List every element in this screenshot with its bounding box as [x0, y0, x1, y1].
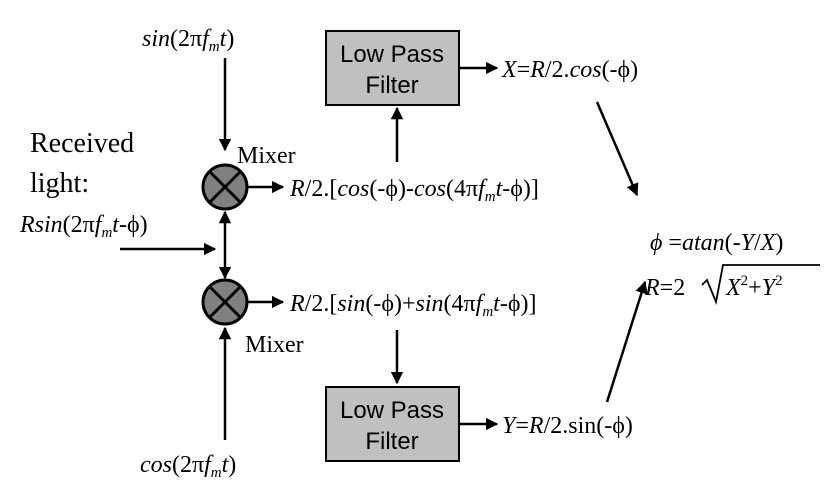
top-mixer-output-expression: R/2.[cos(-ϕ)-cos(4πfmt-ϕ)] [289, 176, 539, 205]
phi-result-expression: ϕ =atan(-Y/X) [650, 230, 783, 256]
square-root-sign [701, 264, 820, 306]
cos-reference-label: cos(2πfmt) [140, 452, 236, 481]
received-light-label-line1: Received [30, 128, 134, 159]
r-result-expression: R=2 X2+Y2 [644, 264, 820, 306]
bottom-low-pass-filter-box [325, 386, 460, 462]
svg-text:R=2: R=2 [644, 275, 685, 301]
y-to-result-arrow [605, 280, 648, 403]
x-to-result-arrow [595, 101, 639, 197]
bottom-filter-label-line1: Low Pass [340, 397, 444, 424]
bottom-mixer-output-expression: R/2.[sin(-ϕ)+sin(4πfmt-ϕ)] [289, 291, 536, 320]
bottom-mixer-label: Mixer [245, 332, 304, 358]
sin-reference-label: sin(2πfmt) [142, 26, 234, 55]
svg-text:X2+Y2: X2+Y2 [725, 273, 783, 301]
top-filter-label-line2: Filter [365, 72, 418, 99]
bottom-mixer [201, 278, 249, 326]
x-output-expression: X=R/2.cos(-ϕ) [501, 57, 638, 83]
top-mixer [201, 163, 249, 211]
top-mixer-label: Mixer [237, 143, 296, 169]
bottom-filter-label-line2: Filter [365, 428, 418, 455]
top-filter-label-line1: Low Pass [340, 41, 444, 68]
received-light-label-line2: light: [30, 168, 89, 199]
y-output-expression: Y=R/2.sin(-ϕ) [502, 413, 633, 439]
received-light-expression: Rsin(2πfmt-ϕ) [19, 212, 148, 241]
